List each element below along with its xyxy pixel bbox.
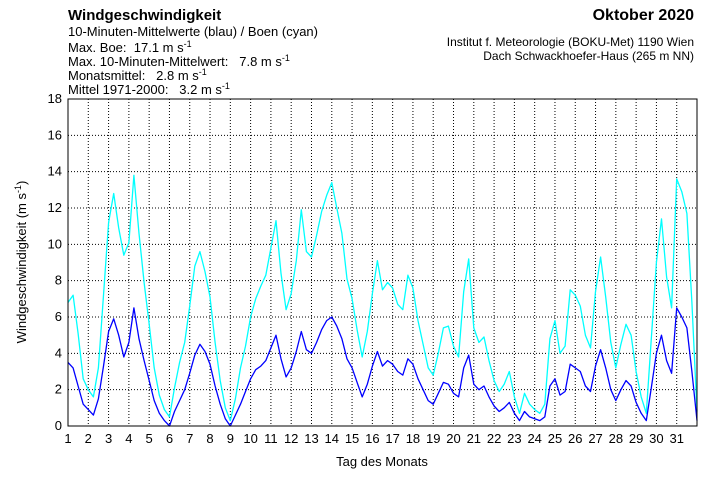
stat-max-gust: Max. Boe: 17.1 m s-1 xyxy=(68,39,192,55)
x-tick-label: 17 xyxy=(385,431,399,446)
y-tick-label: 16 xyxy=(48,127,62,142)
x-tick-label: 20 xyxy=(446,431,460,446)
x-tick-label: 3 xyxy=(105,431,112,446)
stat-value: 17.1 m s xyxy=(133,40,184,55)
x-tick-label: 30 xyxy=(649,431,663,446)
x-tick-label: 24 xyxy=(527,431,541,446)
x-axis-label: Tag des Monats xyxy=(336,454,428,469)
x-tick-label: 19 xyxy=(426,431,440,446)
stat-value: 3.2 m s xyxy=(179,82,222,97)
x-tick-label: 9 xyxy=(227,431,234,446)
plot-frame xyxy=(67,98,698,427)
stat-label: Mittel 1971-2000: xyxy=(68,82,169,97)
y-tick-label: 14 xyxy=(48,164,62,179)
location-label: Dach Schwackhoefer-Haus (265 m NN) xyxy=(483,49,694,63)
institute-label: Institut f. Meteorologie (BOKU-Met) 1190… xyxy=(446,35,694,49)
x-tick-label: 29 xyxy=(629,431,643,446)
x-tick-label: 10 xyxy=(243,431,257,446)
x-tick-label: 27 xyxy=(588,431,602,446)
x-tick-label: 4 xyxy=(125,431,132,446)
y-axis-label-close: ) xyxy=(14,181,29,185)
x-tick-label: 14 xyxy=(325,431,339,446)
x-tick-label: 13 xyxy=(304,431,318,446)
x-tick-label: 12 xyxy=(284,431,298,446)
chart-subtitle: 10-Minuten-Mittelwerte (blau) / Boen (cy… xyxy=(68,24,318,39)
y-tick-label: 0 xyxy=(55,418,62,433)
stat-month-mean: Monatsmittel: 2.8 m s-1 xyxy=(68,67,207,83)
series-layer xyxy=(67,174,698,427)
y-tick-label: 8 xyxy=(55,273,62,288)
y-tick-label: 12 xyxy=(48,200,62,215)
stat-climate-mean: Mittel 1971-2000: 3.2 m s-1 xyxy=(68,81,230,97)
x-tick-label: 2 xyxy=(85,431,92,446)
chart-grid xyxy=(68,99,697,426)
x-tick-label: 18 xyxy=(406,431,420,446)
tick-layer: 1 2 3 4 5 6 7 8 9 10 11 12 13 14 15 16 17 18 19 20 21 22 23 24 2… xyxy=(48,91,684,446)
y-tick-label: 18 xyxy=(48,91,62,106)
stat-unit-sup: -1 xyxy=(281,53,290,63)
x-tick-label: 23 xyxy=(507,431,521,446)
y-axis-label-text: Windgeschwindigkeit (m s xyxy=(14,193,29,344)
month-label: Oktober 2020 xyxy=(592,7,694,24)
y-tick-label: 2 xyxy=(55,382,62,397)
stat-value: 7.8 m s xyxy=(239,54,282,69)
stat-unit-sup: -1 xyxy=(183,39,192,49)
x-tick-label: 5 xyxy=(146,431,153,446)
x-tick-label: 26 xyxy=(568,431,582,446)
stat-label: Max. 10-Minuten-Mittelwert: xyxy=(68,54,229,69)
x-tick-label: 31 xyxy=(669,431,683,446)
y-tick-label: 4 xyxy=(55,345,62,360)
mean-series-line xyxy=(67,307,698,427)
y-axis-label-sup: -1 xyxy=(13,185,23,193)
x-tick-label: 7 xyxy=(186,431,193,446)
y-tick-label: 10 xyxy=(48,236,62,251)
x-tick-label: 21 xyxy=(467,431,481,446)
stat-label: Max. Boe: xyxy=(68,40,127,55)
y-axis-label: Windgeschwindigkeit (m s-1) xyxy=(13,181,29,344)
x-tick-label: 22 xyxy=(487,431,501,446)
stat-value: 2.8 m s xyxy=(156,68,199,83)
stat-unit-sup: -1 xyxy=(198,67,207,77)
x-tick-label: 6 xyxy=(166,431,173,446)
y-tick-label: 6 xyxy=(55,309,62,324)
x-tick-label: 1 xyxy=(64,431,71,446)
x-tick-label: 11 xyxy=(264,431,278,446)
x-tick-label: 16 xyxy=(365,431,379,446)
stat-max-mean: Max. 10-Minuten-Mittelwert: 7.8 m s-1 xyxy=(68,53,290,69)
x-tick-label: 15 xyxy=(345,431,359,446)
x-tick-label: 8 xyxy=(206,431,213,446)
x-tick-label: 28 xyxy=(609,431,623,446)
gust-series-line xyxy=(67,174,698,422)
stat-label: Monatsmittel: xyxy=(68,68,146,83)
x-tick-label: 25 xyxy=(548,431,562,446)
chart-title: Windgeschwindigkeit xyxy=(68,7,222,24)
stat-unit-sup: -1 xyxy=(221,81,230,91)
